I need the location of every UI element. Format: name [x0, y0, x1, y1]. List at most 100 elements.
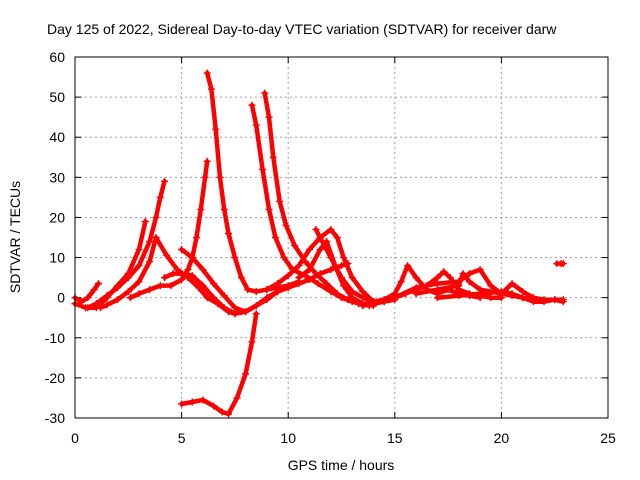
data-point — [114, 296, 122, 304]
data-point — [344, 260, 352, 268]
data-point — [218, 408, 226, 416]
satellite-track-11 — [178, 310, 260, 418]
data-point — [103, 301, 111, 309]
data-point — [203, 294, 211, 302]
x-tick-label: 0 — [71, 430, 79, 446]
data-point — [259, 165, 267, 173]
series-line — [264, 227, 376, 304]
data-point — [252, 302, 260, 310]
data-point — [316, 270, 324, 278]
data-point — [244, 286, 252, 294]
series-group — [71, 69, 567, 418]
data-point — [124, 274, 132, 282]
data-point — [231, 310, 239, 318]
data-point — [359, 294, 367, 302]
data-point — [201, 173, 209, 181]
y-tick-label: 30 — [49, 169, 65, 185]
data-point — [146, 258, 154, 266]
data-point — [295, 274, 303, 282]
data-point — [212, 125, 220, 133]
data-point — [225, 410, 233, 418]
chart-title: Day 125 of 2022, Sidereal Day-to-day VTE… — [47, 21, 557, 37]
data-point — [455, 282, 463, 290]
data-point — [252, 121, 260, 129]
data-point — [291, 242, 299, 250]
data-point — [207, 85, 215, 93]
data-point — [282, 221, 290, 229]
data-point — [231, 304, 239, 312]
data-point — [433, 280, 441, 288]
data-point — [152, 213, 160, 221]
data-point — [380, 296, 388, 304]
data-point — [519, 294, 527, 302]
data-point — [146, 286, 154, 294]
data-point — [146, 238, 154, 246]
data-point — [188, 272, 196, 280]
data-point — [476, 290, 484, 298]
data-point — [135, 278, 143, 286]
data-point — [476, 266, 484, 274]
data-point — [210, 402, 218, 410]
data-point — [508, 280, 516, 288]
data-point — [263, 296, 271, 304]
data-point — [359, 288, 367, 296]
data-point — [280, 254, 288, 262]
data-point — [203, 157, 211, 165]
data-point — [225, 229, 233, 237]
data-point — [333, 234, 341, 241]
data-point — [284, 272, 292, 280]
y-tick-label: 60 — [49, 49, 65, 65]
data-point — [197, 205, 205, 213]
data-point — [276, 197, 284, 205]
data-point — [391, 294, 399, 302]
data-point — [94, 280, 102, 288]
data-point — [195, 284, 203, 292]
data-point — [340, 254, 348, 262]
data-point — [199, 266, 207, 274]
data-point — [433, 294, 441, 302]
data-point — [261, 89, 269, 97]
y-tick-label: 10 — [49, 250, 65, 266]
satellite-track-20 — [433, 288, 567, 306]
data-point — [465, 270, 473, 278]
x-axis-label: GPS time / hours — [288, 457, 395, 473]
data-point — [559, 298, 567, 306]
data-point — [559, 260, 567, 268]
data-point — [338, 274, 345, 282]
data-point — [314, 280, 322, 288]
data-point — [210, 280, 218, 288]
data-point — [242, 308, 250, 316]
data-point — [412, 284, 420, 292]
data-point — [248, 101, 256, 109]
data-point — [269, 153, 277, 161]
y-tick-label: 0 — [57, 290, 65, 306]
data-point — [404, 262, 412, 270]
data-point — [90, 286, 98, 294]
data-point — [156, 282, 164, 290]
data-point — [135, 262, 143, 270]
data-point — [265, 113, 273, 121]
series-line — [435, 289, 566, 304]
data-point — [265, 205, 273, 213]
data-point — [97, 304, 105, 312]
data-point — [529, 298, 537, 306]
data-point — [184, 266, 192, 274]
y-tick-label: -30 — [45, 410, 65, 426]
data-point — [344, 296, 352, 304]
data-point — [274, 280, 282, 288]
data-point — [188, 398, 196, 406]
satellite-track-15 — [274, 260, 352, 296]
data-point — [284, 284, 292, 292]
data-point — [487, 282, 495, 290]
data-point — [203, 69, 211, 77]
data-point — [519, 288, 527, 296]
data-point — [233, 394, 241, 402]
data-point — [446, 274, 454, 282]
data-point — [216, 173, 224, 181]
data-point — [178, 270, 186, 278]
data-point — [274, 288, 282, 296]
data-point — [306, 266, 314, 274]
data-point — [508, 290, 516, 298]
data-point — [455, 292, 463, 300]
data-point — [178, 246, 186, 254]
